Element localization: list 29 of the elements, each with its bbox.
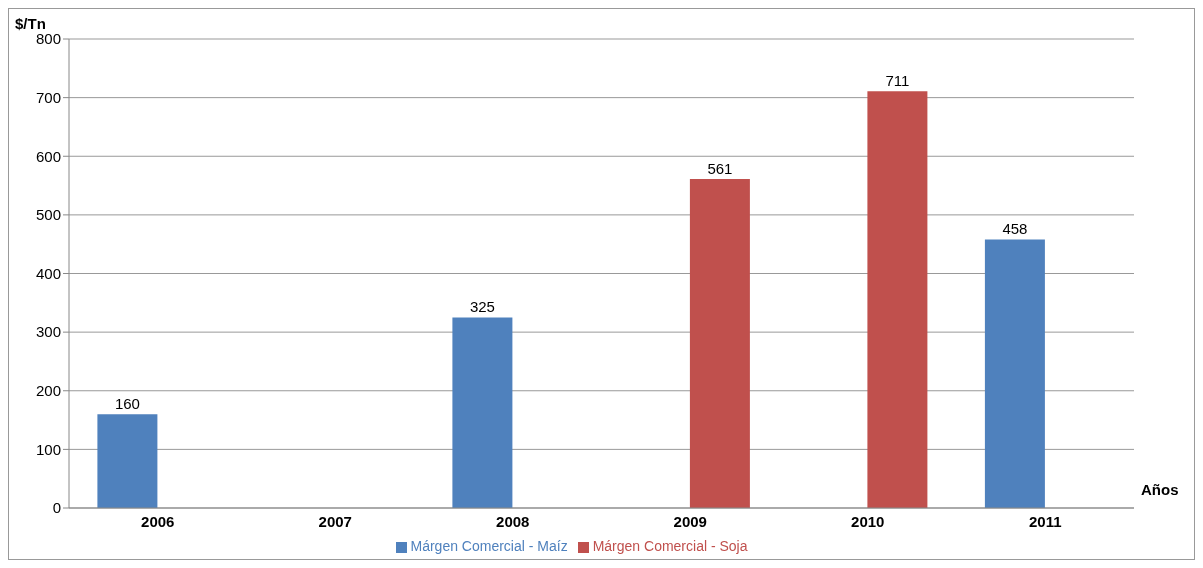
data-label: 561 bbox=[707, 160, 733, 178]
y-tick-label: 300 bbox=[35, 323, 61, 341]
legend-label: Márgen Comercial - Maíz bbox=[410, 538, 568, 554]
y-tick-label: 100 bbox=[35, 440, 61, 458]
y-tick-label: 800 bbox=[35, 30, 61, 48]
bar bbox=[689, 179, 750, 508]
x-tick-label: 2009 bbox=[673, 512, 707, 530]
data-label: 160 bbox=[114, 395, 140, 413]
y-tick-label: 500 bbox=[35, 206, 61, 224]
y-tick-label: 600 bbox=[35, 147, 61, 165]
x-tick-label: 2008 bbox=[496, 512, 530, 530]
y-tick-label: 200 bbox=[35, 382, 61, 400]
bar bbox=[984, 239, 1045, 508]
bar bbox=[452, 317, 513, 508]
x-tick-label: 2011 bbox=[1028, 512, 1062, 530]
x-tick-label: 2006 bbox=[141, 512, 175, 530]
legend-label: Márgen Comercial - Soja bbox=[592, 538, 748, 554]
x-axis-title: Años bbox=[1141, 481, 1179, 498]
y-axis-title: $/Tn bbox=[15, 15, 46, 32]
x-tick-label: 2010 bbox=[851, 512, 885, 530]
y-tick-label: 0 bbox=[52, 499, 61, 517]
y-tick-label: 700 bbox=[35, 88, 61, 106]
y-tick-label: 400 bbox=[35, 264, 61, 282]
bar bbox=[867, 91, 928, 508]
data-label: 711 bbox=[885, 72, 910, 90]
x-tick-label: 2007 bbox=[318, 512, 352, 530]
data-label: 458 bbox=[1002, 220, 1028, 238]
data-label: 325 bbox=[469, 298, 495, 316]
bar bbox=[97, 414, 158, 508]
